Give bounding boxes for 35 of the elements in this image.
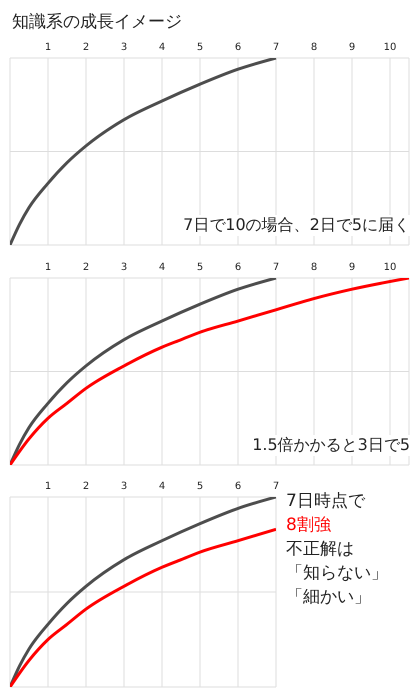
- x-tick-label: 2: [82, 481, 90, 492]
- x-tick-label: 5: [196, 481, 204, 492]
- x-tick-label: 5: [196, 42, 204, 53]
- x-tick-label: 1: [44, 481, 52, 492]
- annotation: 7日で10の場合、2日で5に届く: [183, 215, 410, 236]
- x-tick-label: 4: [158, 262, 166, 273]
- x-tick-label: 8: [310, 42, 318, 53]
- x-tick-label: 10: [384, 42, 396, 53]
- chart-title: 知識系の成長イメージ: [12, 11, 182, 33]
- text: 「知らない」: [286, 562, 388, 585]
- x-tick-label: 9: [348, 42, 356, 53]
- x-tick-label: 3: [120, 481, 128, 492]
- x-tick-label: 6: [234, 42, 242, 53]
- x-tick-label: 2: [82, 42, 90, 53]
- x-tick-label: 4: [158, 42, 166, 53]
- annotation: 1.5倍かかると3日で5: [252, 435, 410, 456]
- text: 不正解は: [286, 538, 355, 561]
- annotation: 8割強: [286, 514, 332, 537]
- x-tick-label: 1: [44, 262, 52, 273]
- x-tick-label: 6: [234, 262, 242, 273]
- x-tick-label: 10: [384, 262, 396, 273]
- x-tick-label: 6: [234, 481, 242, 492]
- x-tick-label: 9: [348, 262, 356, 273]
- text: 「細かい」: [286, 586, 372, 609]
- x-tick-label: 3: [120, 42, 128, 53]
- x-tick-label: 2: [82, 262, 90, 273]
- x-tick-label: 1: [44, 42, 52, 53]
- x-tick-label: 7: [272, 42, 280, 53]
- x-tick-label: 7: [272, 262, 280, 273]
- x-tick-label: 7: [272, 481, 280, 492]
- x-tick-label: 4: [158, 481, 166, 492]
- text: 7日時点で: [286, 490, 366, 513]
- x-tick-label: 3: [120, 262, 128, 273]
- x-tick-label: 8: [310, 262, 318, 273]
- x-tick-label: 5: [196, 262, 204, 273]
